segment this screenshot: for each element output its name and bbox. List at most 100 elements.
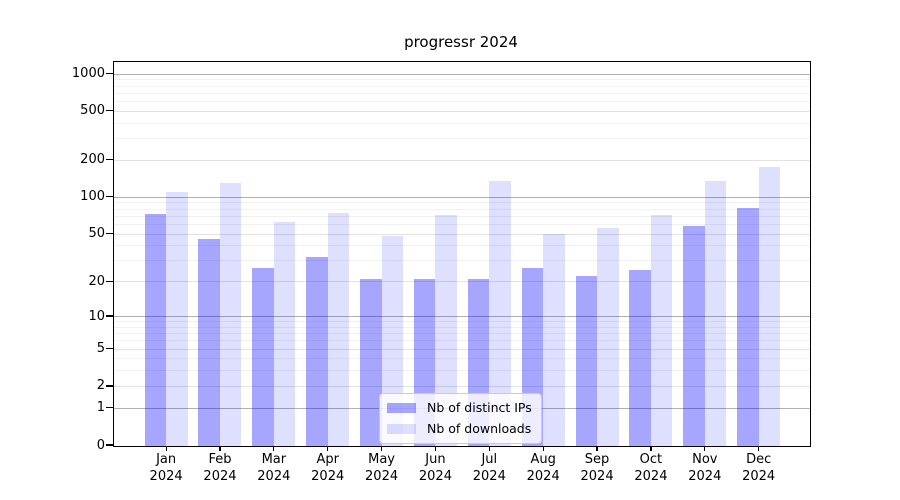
gridline-y-600	[114, 100, 810, 102]
y-tick-mark	[106, 159, 113, 161]
x-tick-label-line: 2024	[365, 468, 399, 484]
legend-label-downloads: Nb of downloads	[427, 421, 532, 436]
x-tick-label-line: Aug	[530, 452, 556, 467]
gridline-y-20	[114, 281, 810, 283]
bar-nb-of-downloads-feb-2024	[219, 182, 242, 446]
gridline-y-200	[114, 159, 810, 161]
x-tick-label-line: Jul	[481, 452, 498, 467]
x-tick-label-aug-2024: Aug 2024	[511, 452, 575, 485]
gridline-y-40	[114, 245, 810, 247]
gridline-y-60	[114, 223, 810, 225]
x-tick-label-line: 2024	[472, 468, 506, 484]
x-tick-label-oct-2024: Oct 2024	[619, 452, 683, 485]
gridline-y-7	[114, 333, 810, 335]
gridline-y-50	[114, 233, 810, 235]
x-tick-mark	[327, 446, 329, 451]
gridline-y-2	[114, 385, 810, 387]
gridline-y-10	[114, 316, 810, 318]
x-tick-label-line: Feb	[208, 452, 232, 467]
y-tick-label-2: 2	[96, 378, 105, 394]
gridline-y-800	[114, 85, 810, 87]
legend-label-distinct-ips: Nb of distinct IPs	[427, 400, 532, 415]
bar-nb-of-distinct-ips-oct-2024	[629, 269, 651, 446]
x-tick-label-line: 2024	[311, 468, 345, 484]
x-tick-mark	[219, 446, 221, 451]
gridline-y-1000	[114, 73, 810, 75]
x-tick-label-jan-2024: Jan 2024	[134, 452, 198, 485]
gridline-y-3	[114, 370, 810, 372]
x-tick-label-line: 2024	[580, 468, 614, 484]
x-tick-label-dec-2024: Dec 2024	[727, 452, 791, 485]
gridline-y-400	[114, 122, 810, 124]
bar-nb-of-distinct-ips-mar-2024	[252, 267, 274, 446]
gridline-y-90	[114, 202, 810, 204]
bar-nb-of-distinct-ips-nov-2024	[683, 225, 705, 446]
bar-nb-of-downloads-apr-2024	[327, 212, 350, 446]
plot-area	[113, 61, 811, 447]
bar-nb-of-downloads-dec-2024	[758, 167, 781, 446]
y-tick-label-100: 100	[80, 189, 105, 205]
x-tick-label-line: 2024	[257, 468, 291, 484]
y-tick-mark	[106, 280, 113, 282]
x-tick-mark	[434, 446, 437, 451]
bar-nb-of-downloads-aug-2024	[543, 233, 565, 446]
x-tick-label-jun-2024: Jun 2024	[403, 452, 467, 485]
x-tick-mark	[165, 446, 167, 451]
x-tick-label-feb-2024: Feb 2024	[188, 452, 252, 485]
y-tick-label-5: 5	[96, 341, 105, 357]
x-tick-label-line: May	[368, 452, 396, 467]
y-tick-mark	[106, 348, 113, 350]
x-tick-label-line: 2024	[526, 468, 560, 484]
y-tick-label-20: 20	[88, 273, 105, 289]
x-tick-label-sep-2024: Sep 2024	[565, 452, 629, 485]
y-tick-mark	[106, 196, 113, 198]
x-tick-label-line: Sep	[584, 452, 610, 467]
bar-nb-of-downloads-sep-2024	[597, 227, 619, 446]
bar-nb-of-distinct-ips-apr-2024	[306, 257, 328, 446]
bar-nb-of-distinct-ips-feb-2024	[198, 239, 220, 446]
chart-title: progressr 2024	[404, 33, 518, 51]
gridline-y-100	[114, 196, 810, 199]
bar-nb-of-downloads-oct-2024	[650, 215, 673, 446]
x-tick-mark	[704, 446, 706, 451]
y-tick-mark	[106, 444, 113, 446]
bar-nb-of-downloads-jul-2024	[489, 180, 511, 446]
x-tick-label-line: 2024	[634, 468, 668, 484]
bar-nb-of-distinct-ips-sep-2024	[575, 276, 598, 446]
gridline-y-700	[114, 92, 810, 94]
x-tick-label-line: 2024	[742, 468, 776, 484]
x-tick-label-line: Oct	[639, 452, 663, 467]
legend: Nb of distinct IPs Nb of downloads	[379, 393, 542, 444]
y-tick-mark	[106, 315, 113, 317]
gridline-y-500	[114, 110, 810, 112]
gridline-y-8	[114, 326, 810, 328]
x-tick-label-nov-2024: Nov 2024	[673, 452, 737, 485]
legend-item-distinct-ips: Nb of distinct IPs	[387, 400, 532, 416]
y-tick-mark	[106, 385, 113, 387]
y-tick-mark	[106, 110, 113, 112]
gridline-y-9	[114, 321, 810, 323]
y-tick-mark	[106, 72, 113, 75]
x-tick-mark	[758, 446, 760, 451]
x-tick-label-may-2024: May 2024	[350, 452, 414, 485]
x-tick-label-apr-2024: Apr 2024	[296, 452, 360, 485]
x-tick-label-line: Jan	[156, 452, 177, 467]
x-tick-label-line: 2024	[688, 468, 722, 484]
x-tick-label-line: 2024	[418, 468, 452, 484]
y-tick-mark	[106, 233, 113, 235]
bar-nb-of-distinct-ips-dec-2024	[737, 208, 759, 446]
gridline-y-900	[114, 79, 810, 81]
x-tick-label-mar-2024: Mar 2024	[242, 452, 306, 485]
y-tick-label-10: 10	[88, 308, 105, 324]
legend-swatch-downloads	[387, 424, 416, 434]
x-tick-label-line: Nov	[692, 452, 718, 467]
gridline-y-4	[114, 358, 810, 360]
x-tick-mark	[650, 446, 652, 451]
y-tick-label-500: 500	[80, 103, 105, 119]
x-tick-mark	[596, 446, 598, 451]
bar-nb-of-downloads-nov-2024	[704, 181, 727, 446]
y-tick-mark	[106, 407, 113, 409]
x-tick-label-line: 2024	[203, 468, 237, 484]
y-tick-label-1: 1	[96, 400, 105, 416]
